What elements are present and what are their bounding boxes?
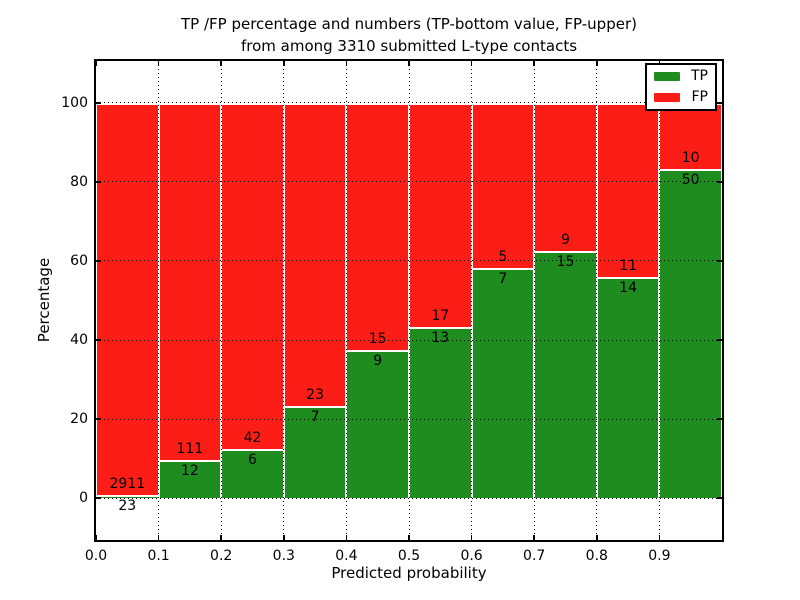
legend-label-tp: TP [691, 68, 708, 84]
bar-segment-tp [283, 405, 347, 499]
bar-segment-fp [596, 102, 660, 277]
y-tick-label: 40 [70, 332, 88, 349]
chart-title: TP /FP percentage and numbers (TP-bottom… [96, 13, 722, 57]
x-axis-label: Predicted probability [331, 564, 487, 582]
bar-segment-tp [596, 276, 660, 499]
bar-segment-tp [659, 168, 722, 499]
y-axis-label: Percentage [35, 257, 53, 343]
bar-segment-fp [346, 102, 409, 350]
legend-label-fp: FP [691, 89, 709, 105]
legend-swatch-tp [654, 72, 680, 81]
bar-segment-tp [221, 448, 284, 499]
bar-segment-fp [471, 102, 535, 268]
x-tick-label: 0.7 [523, 548, 546, 564]
legend-swatch-fp [654, 93, 680, 102]
bar-segment-fp [221, 102, 284, 449]
bar-segment-fp [534, 102, 597, 252]
x-tick-label: 0.3 [272, 548, 295, 564]
y-tick-label: 0 [79, 490, 88, 507]
x-tick-label: 0.5 [397, 548, 421, 564]
bar-segment-fp [158, 102, 222, 460]
chart-title-line2: from among 3310 submitted L-type contact… [240, 37, 578, 55]
x-tick-label: 0.8 [585, 548, 608, 564]
legend-item-fp: FP [654, 88, 708, 107]
x-tick-label: 0.9 [648, 548, 671, 564]
y-tick-label: 60 [70, 252, 88, 269]
bar-segment-fp [96, 102, 159, 495]
y-tick-label: 80 [70, 173, 88, 190]
plot-area: 2911 23 111 12 42 6 23 7 15 9 17 13 5 7 9 15 11 14 10 50 TP… [94, 59, 724, 542]
bar-segment-tp [409, 326, 472, 499]
x-tick-label: 0.0 [84, 548, 108, 564]
bar-segment-fp [659, 102, 722, 169]
x-tick-label: 0.2 [210, 548, 233, 564]
bars-layer [96, 61, 722, 540]
x-tick-label: 0.1 [147, 548, 170, 564]
x-tick-label: 0.4 [335, 548, 358, 564]
x-tick-label: 0.6 [460, 548, 483, 564]
bar-segment-tp [158, 459, 222, 499]
legend-item-tp: TP [654, 67, 708, 86]
legend: TP FP [645, 63, 717, 111]
bar-segment-tp [534, 251, 597, 499]
y-tick-label: 100 [61, 94, 88, 111]
bar-segment-fp [409, 102, 472, 327]
bar-segment-tp [471, 267, 535, 499]
y-tick-label: 20 [70, 411, 88, 428]
bar-segment-fp [283, 102, 347, 406]
chart-title-line1: TP /FP percentage and numbers (TP-bottom… [181, 15, 637, 33]
bar-segment-tp [346, 349, 409, 499]
bar-segment-tp [96, 495, 159, 499]
